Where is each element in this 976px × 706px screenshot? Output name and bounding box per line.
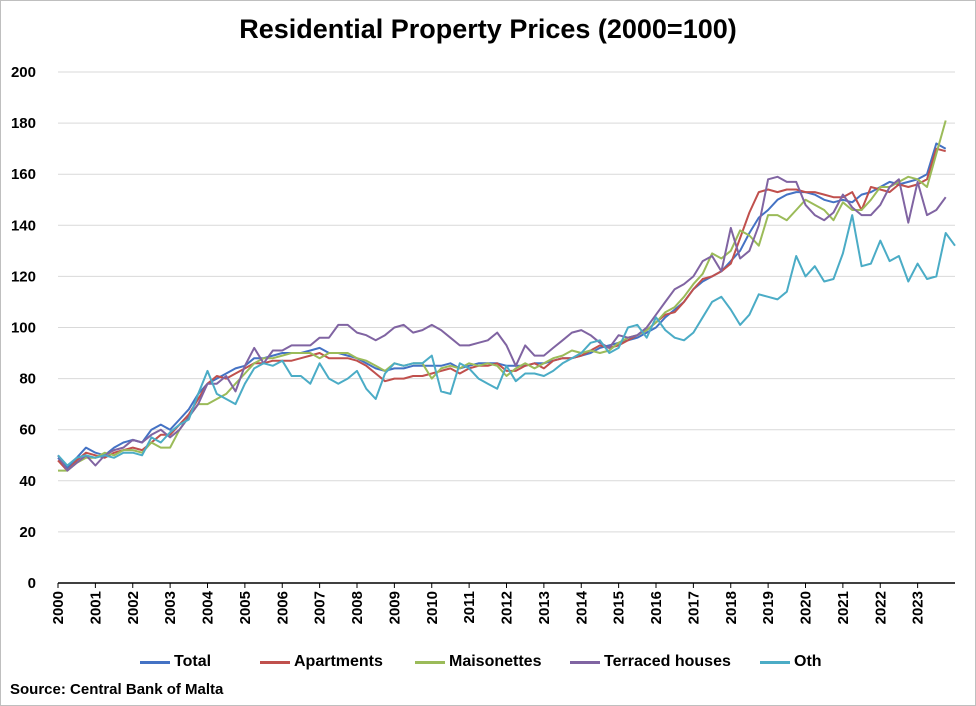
y-tick-label: 180 — [11, 115, 36, 132]
x-tick-label: 2023 — [910, 591, 927, 624]
x-tick-label: 2014 — [573, 590, 590, 624]
x-tick-label: 2003 — [162, 591, 179, 624]
x-tick-label: 2016 — [648, 591, 665, 624]
x-tick-label: 2006 — [274, 591, 291, 624]
series-line-oth — [57, 214, 956, 467]
y-tick-label: 120 — [11, 268, 36, 285]
x-axis-tick-labels: 2000 2001 2002 2003 2004 2005 2006 2007 2008 2009… — [50, 590, 927, 624]
legend-label: Total — [174, 653, 212, 670]
y-tick-label: 0 — [28, 575, 36, 592]
legend-label: Terraced houses — [604, 653, 731, 670]
legend: Total Apartments Maisonettes Terraced house… — [140, 652, 840, 672]
x-tick-label: 2013 — [536, 591, 553, 624]
y-tick-label: 20 — [19, 524, 36, 541]
legend-label: Oth — [794, 653, 822, 670]
x-tick-label: 2010 — [424, 591, 441, 624]
x-tick-label: 2009 — [386, 591, 403, 624]
x-axis — [57, 582, 955, 588]
legend-item: Terraced houses — [570, 652, 731, 672]
x-tick-label: 2021 — [835, 591, 852, 624]
legend-item: Total — [140, 652, 211, 672]
x-tick-label: 2020 — [798, 591, 815, 624]
chart-title: Residential Property Prices (2000=100) — [239, 14, 737, 44]
legend-item: Apartments — [260, 652, 383, 672]
legend-swatch — [570, 660, 600, 664]
y-tick-label: 80 — [19, 371, 36, 388]
x-tick-label: 2018 — [723, 591, 740, 624]
x-tick-label: 2008 — [349, 591, 366, 624]
x-tick-label: 2012 — [499, 591, 516, 624]
x-tick-label: 2001 — [87, 591, 104, 624]
x-tick-label: 2011 — [461, 591, 478, 624]
series-line-apartments — [57, 147, 946, 472]
legend-swatch — [140, 660, 170, 664]
legend-label: Maisonettes — [449, 653, 542, 670]
x-tick-label: 2004 — [200, 590, 217, 624]
legend-swatch — [760, 660, 790, 664]
x-tick-label: 2015 — [611, 591, 628, 624]
y-tick-label: 200 — [11, 64, 36, 81]
legend-item: Oth — [760, 652, 822, 672]
x-tick-label: 2000 — [50, 591, 67, 624]
y-axis-tick-labels: 0 20 40 60 80 100 120 140 160 180 200 — [11, 64, 36, 592]
legend-label: Apartments — [294, 653, 383, 670]
legend-swatch — [260, 660, 290, 664]
x-tick-label: 2002 — [125, 591, 142, 624]
x-tick-label: 2007 — [312, 591, 329, 624]
x-tick-label: 2019 — [760, 591, 777, 624]
gridlines — [58, 71, 955, 533]
y-tick-label: 60 — [19, 422, 36, 439]
x-tick-label: 2005 — [237, 591, 254, 624]
x-tick-label: 2017 — [685, 591, 702, 624]
series-line-terraced-houses — [57, 175, 947, 472]
y-tick-label: 160 — [11, 166, 36, 183]
y-tick-label: 40 — [19, 473, 36, 490]
y-tick-label: 100 — [11, 320, 36, 337]
source-note: Source: Central Bank of Malta — [10, 681, 224, 698]
series-lines — [57, 120, 956, 472]
y-tick-label: 140 — [11, 217, 36, 234]
series-line-maisonettes — [58, 120, 947, 472]
x-tick-label: 2022 — [872, 591, 889, 624]
legend-swatch — [415, 660, 445, 664]
legend-item: Maisonettes — [415, 652, 541, 672]
